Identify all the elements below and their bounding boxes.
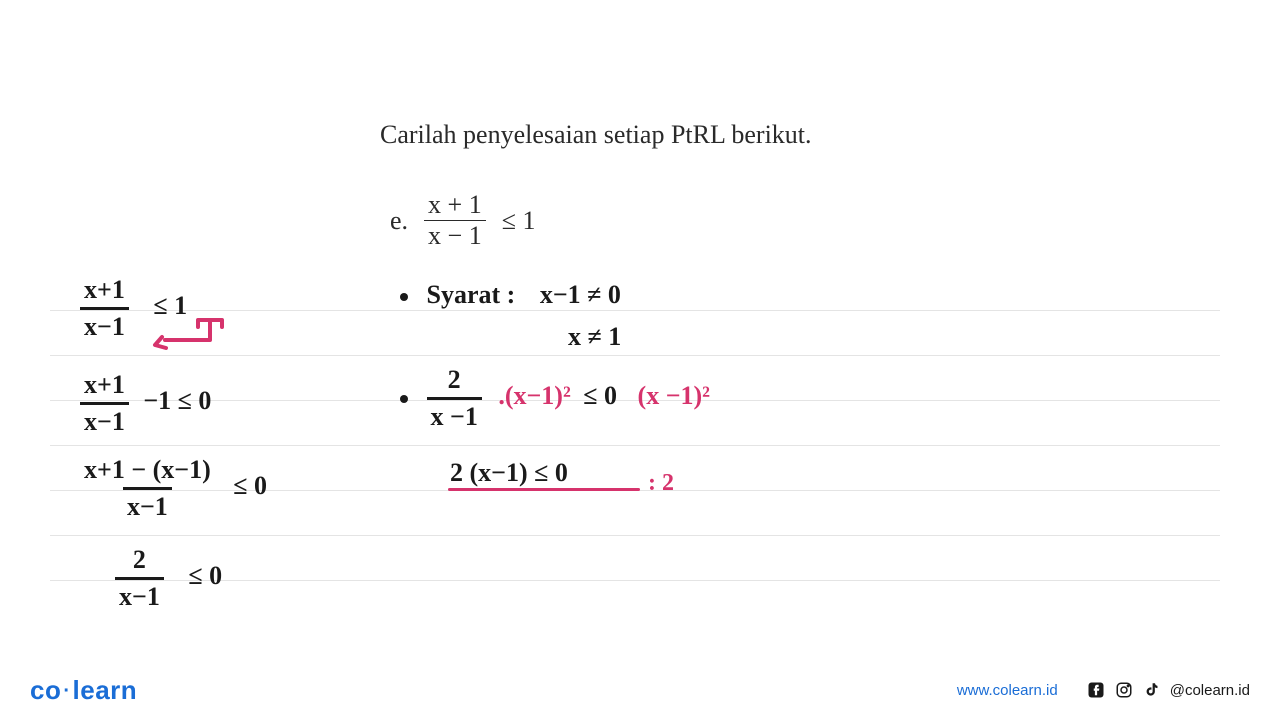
problem-rhs: ≤ 1 [502, 206, 536, 236]
facebook-icon[interactable] [1086, 680, 1106, 700]
problem-title: Carilah penyelesaian setiap PtRL berikut… [380, 120, 812, 150]
website-link[interactable]: www.colearn.id [957, 682, 1058, 699]
hw-r2-pink1: .(x−1)² [498, 381, 570, 410]
problem-label: e. [390, 206, 408, 236]
hw-right-3: 2 (x−1) ≤ 0 [450, 458, 568, 488]
hw-left-3: x+1 − (x−1) x−1 ≤ 0 [80, 455, 267, 522]
hw-l1-num: x+1 [80, 275, 129, 307]
footer: co·learn www.colearn.id @colearn.id [0, 660, 1280, 720]
bullet-icon-2 [400, 395, 408, 403]
instagram-icon[interactable] [1114, 680, 1134, 700]
hw-right-2: 2 x −1 .(x−1)² ≤ 0 (x −1)² [400, 365, 710, 432]
hw-r2-pink2: (x −1)² [638, 381, 710, 410]
problem-equation: e. x + 1 x − 1 ≤ 1 [390, 190, 536, 251]
logo-separator: · [63, 680, 70, 702]
arrow-annotation [150, 315, 240, 365]
hw-left-2: x+1 x−1 −1 ≤ 0 [80, 370, 211, 437]
logo-part-b: learn [73, 675, 138, 705]
hw-l4-den: x−1 [115, 577, 164, 612]
hw-l4-num: 2 [129, 545, 150, 577]
social-links: @colearn.id [1086, 680, 1250, 700]
hw-r2-den: x −1 [427, 397, 482, 432]
hw-l1-den: x−1 [80, 307, 129, 342]
footer-right: www.colearn.id @colearn.id [957, 680, 1250, 700]
fraction-denominator: x − 1 [424, 220, 486, 251]
pink-underline [448, 488, 640, 491]
hw-l4-rhs: ≤ 0 [188, 561, 222, 590]
hw-syarat-line2: x ≠ 1 [568, 322, 621, 352]
hw-syarat-line1: Syarat : x−1 ≠ 0 [400, 280, 621, 310]
problem-fraction: x + 1 x − 1 [424, 190, 486, 251]
hw-l3-num: x+1 − (x−1) [80, 455, 215, 487]
hw-l2-mid: −1 ≤ 0 [143, 386, 211, 415]
hw-syarat-eq1: x−1 ≠ 0 [540, 280, 621, 309]
hw-l2-den: x−1 [80, 402, 129, 437]
hw-left-4: 2 x−1 ≤ 0 [115, 545, 222, 612]
hw-r2-num: 2 [444, 365, 465, 397]
fraction-numerator: x + 1 [424, 190, 486, 220]
hw-l3-rhs: ≤ 0 [233, 471, 267, 500]
logo-part-a: co [30, 675, 61, 705]
bullet-icon [400, 293, 408, 301]
hw-right-3-div: : 2 [648, 470, 674, 497]
hw-r2-mid: ≤ 0 [583, 381, 617, 410]
logo: co·learn [30, 675, 137, 706]
hw-syarat-label: Syarat : [427, 280, 516, 309]
social-handle: @colearn.id [1170, 682, 1250, 699]
tiktok-icon[interactable] [1142, 680, 1162, 700]
hw-l3-den: x−1 [123, 487, 172, 522]
hw-l2-num: x+1 [80, 370, 129, 402]
